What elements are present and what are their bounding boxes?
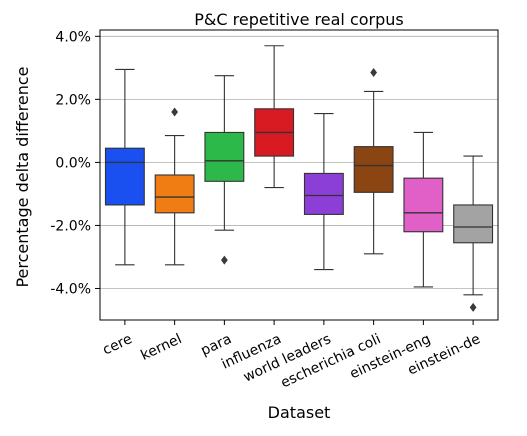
box-iqr	[403, 177, 444, 233]
plot-frame	[99, 29, 499, 321]
gridlines	[100, 35, 498, 289]
box-cere	[104, 68, 145, 266]
box-iqr	[104, 147, 145, 206]
box-iqr	[453, 204, 494, 244]
y-tick-label: -2.0%	[50, 218, 91, 234]
y-tick-label: -4.0%	[50, 281, 91, 297]
box-world-leaders	[303, 112, 344, 271]
box-influenza	[254, 45, 295, 189]
box-einstein-de	[453, 155, 494, 312]
box-escherichia-coli	[353, 68, 394, 255]
outlier-point	[221, 255, 228, 265]
x-tick-label: cere	[100, 331, 134, 358]
box-iqr	[204, 131, 245, 182]
outlier-point	[469, 302, 477, 312]
chart-title: P&C repetitive real corpus	[194, 10, 404, 29]
box-kernel	[154, 107, 195, 266]
box-para	[204, 75, 245, 265]
box-iqr	[154, 174, 195, 214]
x-axis-label: Dataset	[268, 403, 331, 422]
box-iqr	[303, 172, 344, 215]
boxes	[104, 45, 494, 312]
outlier-point	[171, 107, 178, 117]
x-tick-label: kernel	[138, 331, 184, 364]
box-iqr	[353, 146, 394, 193]
box-einstein-eng	[403, 131, 444, 288]
outlier-point	[370, 68, 377, 78]
y-tick-label: 0.0%	[55, 155, 91, 171]
y-axis-label: Percentage delta difference	[13, 66, 32, 287]
y-tick-label: 2.0%	[55, 92, 91, 108]
y-tick-label: 4.0%	[55, 29, 91, 45]
